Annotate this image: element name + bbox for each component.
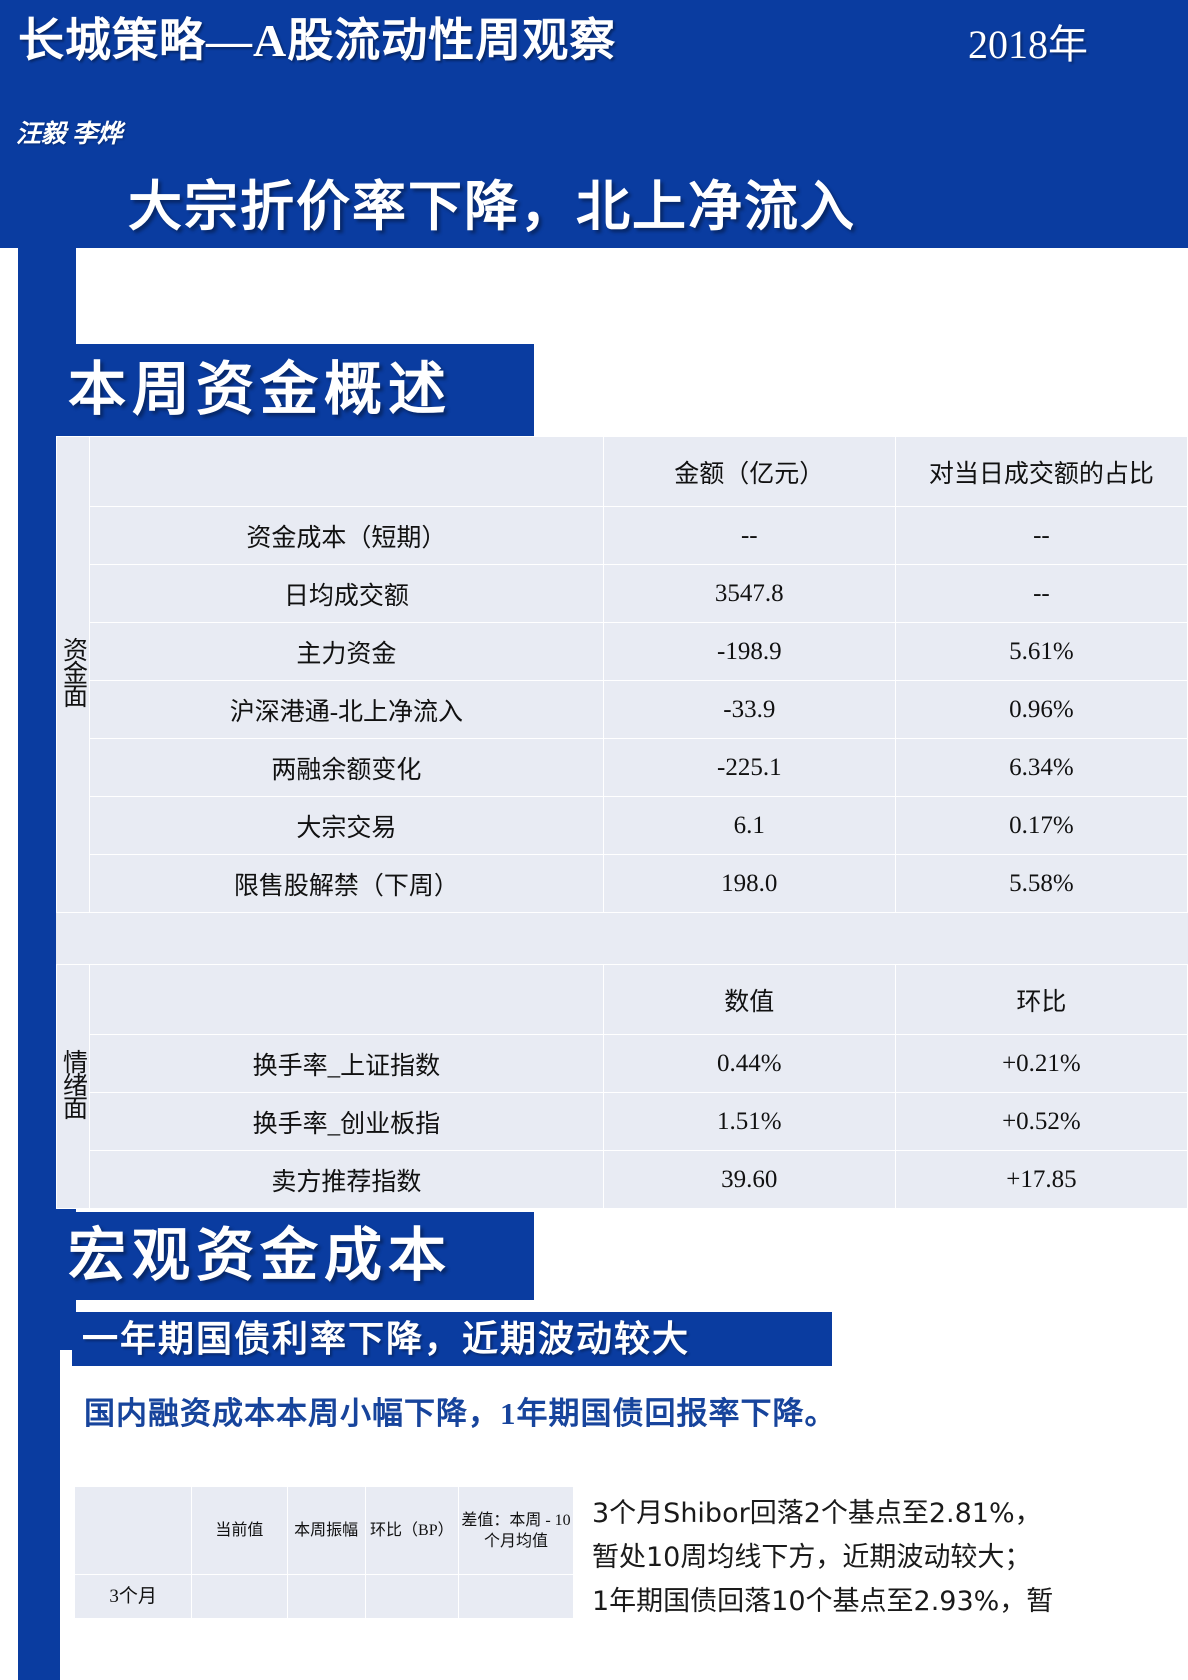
macro-header-amplitude: 本周振幅 — [286, 1486, 366, 1575]
macro-row-change — [364, 1574, 459, 1619]
header-cell-blank-1 — [89, 436, 604, 507]
row-share: 5.61% — [894, 622, 1188, 681]
overview-table: 资金面 金额（亿元） 对当日成交额的占比 资金成本（短期） -- -- 日均成交… — [55, 436, 1188, 1209]
table-row: 沪深港通-北上净流入 -33.9 0.96% — [57, 680, 1188, 739]
spacer-cell — [602, 912, 896, 965]
row-label: 大宗交易 — [89, 796, 604, 855]
row-share: -- — [894, 564, 1188, 623]
row-amount: -- — [602, 506, 896, 565]
row-label: 两融余额变化 — [89, 738, 604, 797]
row-share: 5.58% — [894, 854, 1188, 913]
macro-row-diff — [457, 1574, 575, 1619]
header-cell-value: 数值 — [602, 964, 896, 1035]
header-subtitle: 大宗折价率下降，北上净流入 — [128, 177, 856, 237]
macro-header-change-bp: 环比（BP） — [364, 1486, 459, 1575]
group-label-funding: 资金面 — [55, 436, 91, 913]
row-share: 0.17% — [894, 796, 1188, 855]
spacer-cell — [89, 912, 604, 965]
header-cell-blank-2 — [89, 964, 604, 1035]
table-row: 主力资金 -198.9 5.61% — [57, 622, 1188, 681]
row-label: 日均成交额 — [89, 564, 604, 623]
row-value: 39.60 — [602, 1150, 896, 1209]
macro-table: 当前值 本周振幅 环比（BP） 差值：本周 - 10个月均值 3个月 — [73, 1486, 575, 1619]
macro-header-blank — [73, 1486, 193, 1575]
table-row: 资金成本（短期） -- -- — [57, 506, 1188, 565]
header-band: 长城策略—A股流动性周观察 2018年 汪毅 李烨 大宗折价率下降，北上净流入 — [0, 0, 1188, 248]
row-label: 卖方推荐指数 — [89, 1150, 604, 1209]
macro-commentary: 3个月Shibor回落2个基点至2.81%， 暂处10周均线下方，近期波动较大；… — [592, 1492, 1188, 1624]
table-row: 大宗交易 6.1 0.17% — [57, 796, 1188, 855]
row-amount: 6.1 — [602, 796, 896, 855]
header-cell-share: 对当日成交额的占比 — [894, 436, 1188, 507]
row-share: 6.34% — [894, 738, 1188, 797]
table-row-header-2: 情绪面 数值 环比 — [55, 964, 1188, 1209]
macro-header-current: 当前值 — [191, 1486, 288, 1575]
row-change: +0.21% — [894, 1034, 1188, 1093]
row-label: 主力资金 — [89, 622, 604, 681]
table-row-header-1: 资金面 金额（亿元） 对当日成交额的占比 — [55, 436, 1188, 913]
table-row: 卖方推荐指数 39.60 +17.85 — [57, 1150, 1188, 1209]
row-value: 1.51% — [602, 1092, 896, 1151]
row-label: 沪深港通-北上净流入 — [89, 680, 604, 739]
row-change: +17.85 — [894, 1150, 1188, 1209]
row-label: 资金成本（短期） — [89, 506, 604, 565]
header-date: 2018年 — [968, 22, 1088, 67]
table-row: 限售股解禁（下周） 198.0 5.58% — [57, 854, 1188, 913]
row-change: +0.52% — [894, 1092, 1188, 1151]
macro-row-amplitude — [286, 1574, 366, 1619]
section-heading-overview: 本周资金概述 — [56, 344, 534, 436]
header-cell-amount: 金额（亿元） — [602, 436, 896, 507]
spacer-cell — [894, 912, 1188, 965]
row-label: 限售股解禁（下周） — [89, 854, 604, 913]
row-amount: 198.0 — [602, 854, 896, 913]
macro-header-diff: 差值：本周 - 10个月均值 — [457, 1486, 575, 1575]
spacer-cell — [55, 912, 91, 965]
group-label-sentiment: 情绪面 — [55, 964, 91, 1209]
row-amount: 3547.8 — [602, 564, 896, 623]
commentary-line-2: 暂处10周均线下方，近期波动较大； — [592, 1542, 1032, 1573]
macro-table-wrap: 当前值 本周振幅 环比（BP） 差值：本周 - 10个月均值 3个月 — [73, 1486, 575, 1619]
macro-row-current — [191, 1574, 288, 1619]
macro-row-name: 3个月 — [73, 1574, 193, 1619]
macro-bullet-text: 国内融资成本本周小幅下降，1年期国债回报率下降。 — [84, 1396, 837, 1431]
row-label: 换手率_创业板指 — [89, 1092, 604, 1151]
row-amount: -33.9 — [602, 680, 896, 739]
row-amount: -225.1 — [602, 738, 896, 797]
table-row: 换手率_上证指数 0.44% +0.21% — [57, 1034, 1188, 1093]
macro-header-row: 当前值 本周振幅 环比（BP） 差值：本周 - 10个月均值 — [73, 1486, 575, 1575]
macro-table-row: 3个月 — [73, 1574, 575, 1619]
commentary-line-3: 1年期国债回落10个基点至2.93%，暂 — [592, 1586, 1054, 1617]
page-title: 长城策略—A股流动性周观察 — [18, 15, 617, 66]
section-heading-macro-cost: 宏观资金成本 — [56, 1212, 534, 1300]
commentary-line-1: 3个月Shibor回落2个基点至2.81%， — [592, 1498, 1042, 1529]
overview-table-wrap: 资金面 金额（亿元） 对当日成交额的占比 资金成本（短期） -- -- 日均成交… — [55, 436, 1188, 1209]
table-row-spacer — [55, 912, 1188, 965]
table-row: 换手率_创业板指 1.51% +0.52% — [57, 1092, 1188, 1151]
row-share: -- — [894, 506, 1188, 565]
header-authors: 汪毅 李烨 — [16, 121, 123, 148]
table-row: 日均成交额 3547.8 -- — [57, 564, 1188, 623]
table-row: 两融余额变化 -225.1 6.34% — [57, 738, 1188, 797]
subsection-heading-bond-rate: 一年期国债利率下降，近期波动较大 — [72, 1312, 832, 1366]
row-amount: -198.9 — [602, 622, 896, 681]
row-value: 0.44% — [602, 1034, 896, 1093]
header-cell-change: 环比 — [894, 964, 1188, 1035]
row-share: 0.96% — [894, 680, 1188, 739]
left-rail-lower — [18, 1350, 60, 1680]
row-label: 换手率_上证指数 — [89, 1034, 604, 1093]
